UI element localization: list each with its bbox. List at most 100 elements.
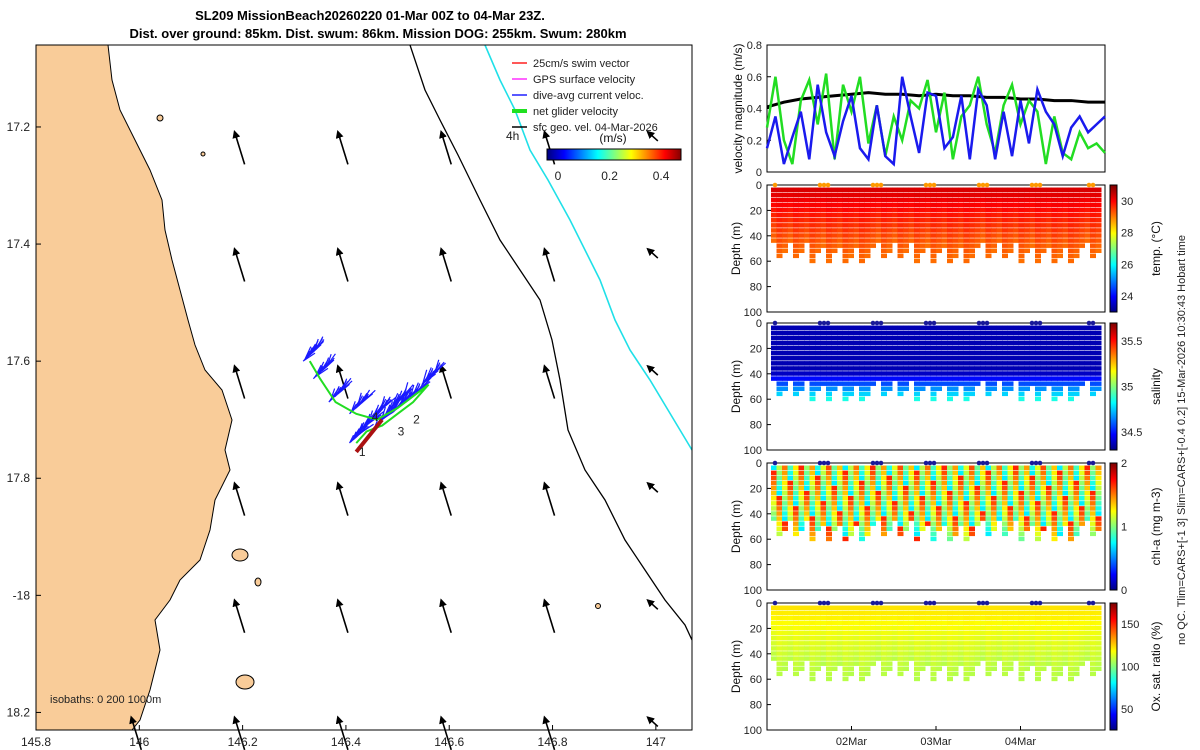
surface-sample-dot xyxy=(878,182,884,188)
profile-data-cell xyxy=(930,636,937,641)
profile-data-cell xyxy=(870,192,876,198)
profile-data-cell xyxy=(963,325,970,331)
profile-data-cell xyxy=(991,651,997,656)
profile-data-cell xyxy=(985,381,992,386)
profile-data-cell xyxy=(930,253,937,259)
profile-data-cell xyxy=(1002,202,1008,208)
profile-data-cell xyxy=(875,366,882,371)
colorbar-step xyxy=(1110,703,1117,705)
dive-avg-current-vector xyxy=(379,398,387,412)
colorbar-step xyxy=(1110,330,1117,332)
profile-data-cell xyxy=(1002,666,1008,671)
date-tick-label: 04Mar xyxy=(1005,736,1037,748)
surface-sample-dot xyxy=(772,460,778,466)
profile-data-cell xyxy=(914,605,920,611)
colorbar-step xyxy=(1110,408,1117,410)
profile-data-cell xyxy=(793,187,799,193)
profile-data-cell xyxy=(1084,207,1091,213)
profile-data-cell xyxy=(771,197,777,203)
colorbar-step xyxy=(1110,400,1117,402)
colorbar-step xyxy=(602,149,604,160)
profile-data-cell xyxy=(991,465,997,471)
profile-data-cell xyxy=(1035,340,1041,346)
island xyxy=(200,151,206,157)
profile-data-cell xyxy=(1024,496,1030,501)
profile-data-cell xyxy=(776,202,783,208)
colorbar-step xyxy=(1110,543,1117,545)
profile-data-cell xyxy=(996,485,1003,491)
profile-data-cell xyxy=(831,223,838,228)
profile-data-cell xyxy=(848,361,854,366)
profile-data-cell xyxy=(1018,192,1025,198)
colorbar-step xyxy=(1110,572,1117,574)
profile-data-cell xyxy=(864,480,871,486)
profile-data-cell xyxy=(870,646,876,651)
profile-data-cell xyxy=(782,610,788,616)
colorbar-step xyxy=(573,149,575,160)
colorbar-step xyxy=(1110,587,1117,589)
colorbar-step xyxy=(1110,370,1117,372)
colorbar-step xyxy=(592,149,594,160)
colorbar-step xyxy=(1110,538,1117,540)
profile-data-cell xyxy=(969,223,975,228)
colorbar-step xyxy=(1110,411,1117,413)
profile-data-cell xyxy=(815,516,821,521)
profile-data-cell xyxy=(1057,516,1063,521)
profile-data-cell xyxy=(991,243,997,248)
colorbar-step xyxy=(1110,654,1117,656)
colorbar-step xyxy=(1110,197,1117,199)
profile-data-cell xyxy=(1084,605,1091,611)
profile-data-cell xyxy=(980,485,986,491)
profile-data-cell xyxy=(859,676,865,682)
profile-data-cell xyxy=(1051,526,1058,531)
profile-data-cell xyxy=(1084,187,1091,193)
profile-data-cell xyxy=(1013,197,1019,203)
profile-data-cell xyxy=(809,490,816,496)
profile-data-cell xyxy=(809,475,816,481)
colorbar-step xyxy=(1110,230,1117,232)
profile-data-cell xyxy=(1079,475,1085,481)
colorbar-step xyxy=(1110,228,1117,230)
colorbar-step xyxy=(1110,389,1117,391)
profile-data-cell xyxy=(1090,671,1096,677)
profile-data-cell xyxy=(897,485,904,491)
colorbar-step xyxy=(1110,545,1117,547)
profile-data-cell xyxy=(930,376,937,381)
profile-data-cell xyxy=(974,238,981,243)
profile-data-cell xyxy=(1051,202,1058,208)
profile-data-cell xyxy=(776,480,783,486)
profile-data-cell xyxy=(985,325,992,331)
profile-data-cell xyxy=(793,651,799,656)
profile-data-cell xyxy=(985,671,992,677)
profile-data-cell xyxy=(936,233,942,238)
colorbar-step xyxy=(1110,666,1117,668)
profile-data-cell xyxy=(1013,356,1019,361)
profile-data-cell xyxy=(969,496,975,501)
profile-data-cell xyxy=(958,465,964,471)
profile-data-cell xyxy=(969,228,975,233)
geo-velocity-arrow xyxy=(232,481,246,516)
profile-data-cell xyxy=(798,610,805,616)
profile-data-cell xyxy=(1029,233,1036,238)
profile-data-cell xyxy=(837,646,843,651)
profile-data-cell xyxy=(985,386,992,391)
profile-data-cell xyxy=(1024,202,1030,208)
profile-data-cell xyxy=(996,651,1003,656)
profile-data-cell xyxy=(1040,521,1047,526)
surface-sample-dot xyxy=(874,460,880,466)
colorbar-step xyxy=(656,149,658,160)
colorbar-step xyxy=(555,149,557,160)
profile-data-cell xyxy=(837,615,843,621)
profile-data-cell xyxy=(925,485,931,491)
colorbar-step xyxy=(599,149,601,160)
profile-data-cell xyxy=(952,646,959,651)
surface-sample-dot xyxy=(931,182,937,188)
profile-data-cell xyxy=(980,187,986,193)
profile-data-cell xyxy=(859,396,865,402)
profile-data-cell xyxy=(1073,625,1080,631)
profile-data-cell xyxy=(886,243,893,248)
profile-data-cell xyxy=(771,646,777,651)
profile-data-cell xyxy=(881,187,887,193)
profile-data-cell xyxy=(1057,480,1063,486)
